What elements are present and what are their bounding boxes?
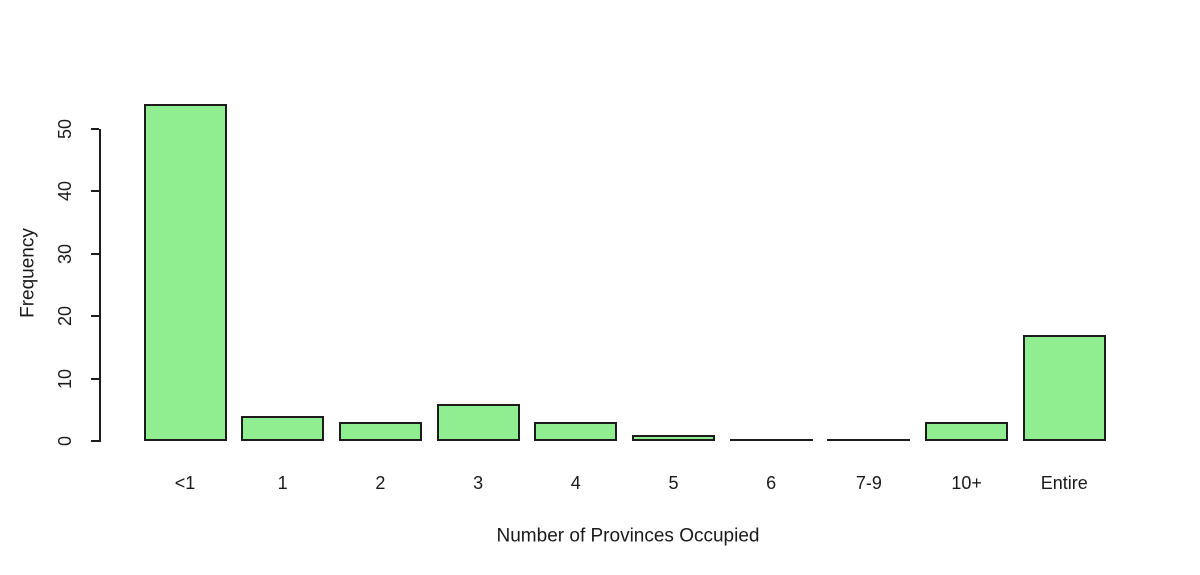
y-tick-mark xyxy=(91,377,99,380)
y-tick-mark xyxy=(91,315,99,318)
x-category-label: <1 xyxy=(174,473,196,493)
x-category-label: 10+ xyxy=(951,473,982,493)
y-tick-label: 30 xyxy=(55,243,75,264)
x-category-label: 4 xyxy=(570,473,581,493)
y-tick-mark xyxy=(91,252,99,255)
y-axis-title: Frequency xyxy=(17,228,39,318)
y-tick-label: 50 xyxy=(55,118,75,140)
y-axis-line xyxy=(99,129,101,442)
y-tick-label: 0 xyxy=(55,435,75,447)
bar-5 xyxy=(632,435,715,441)
bar-1 xyxy=(241,416,324,441)
y-tick-mark xyxy=(91,128,99,130)
y-tick-label: 40 xyxy=(55,181,75,202)
y-tick-mark xyxy=(91,190,99,193)
x-category-label: 5 xyxy=(668,473,679,493)
x-category-label: 7-9 xyxy=(855,473,882,493)
bar-3 xyxy=(437,404,520,441)
bar-7-9 xyxy=(827,439,910,441)
y-tick-label: 10 xyxy=(55,368,75,389)
x-category-label: 6 xyxy=(766,473,777,493)
x-category-label: 3 xyxy=(473,473,484,493)
bar-10- xyxy=(925,422,1008,441)
bar-6 xyxy=(730,439,813,441)
bar-4 xyxy=(534,422,617,441)
y-tick-label: 20 xyxy=(55,306,75,327)
x-category-label: Entire xyxy=(1040,473,1088,493)
x-axis-title: Number of Provinces Occupied xyxy=(496,525,760,547)
bar--1 xyxy=(144,104,227,441)
bar-entire xyxy=(1023,335,1106,441)
bar-2 xyxy=(339,422,422,441)
x-category-label: 2 xyxy=(375,473,386,493)
x-category-label: 1 xyxy=(277,473,288,493)
y-tick-mark xyxy=(91,440,99,442)
